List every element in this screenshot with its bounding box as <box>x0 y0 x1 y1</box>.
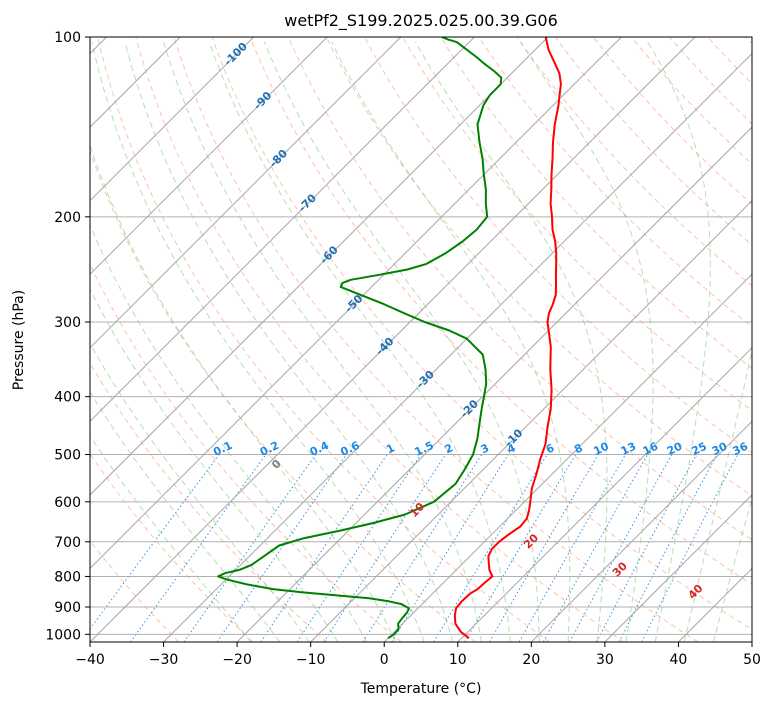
mixing-ratio-line <box>569 454 673 642</box>
dry-adiabat-line <box>90 453 254 642</box>
y-tick-label: 200 <box>54 210 81 226</box>
moist-adiabat-line <box>520 41 654 642</box>
moist-adiabat-line <box>90 390 281 642</box>
mixing-ratio-line <box>216 454 348 642</box>
moist-adiabat-line <box>124 41 454 642</box>
x-axis-ticks: −40 −30 −20 −10 0 10 20 30 40 50 <box>75 642 761 668</box>
x-tick-label: 20 <box>522 652 540 668</box>
mixing-ratio-line <box>130 454 267 642</box>
moist-adiabat-line <box>91 41 425 642</box>
mixing-ratio-lines <box>90 454 739 642</box>
isotherm-gridline <box>310 199 752 642</box>
mixing-ratio-line <box>260 454 388 642</box>
dry-adiabat-line <box>325 37 752 497</box>
x-tick-label: 10 <box>449 652 467 668</box>
dry-adiabat-line <box>90 263 402 642</box>
x-tick-label: 50 <box>743 652 761 668</box>
moist-adiabat-line <box>163 41 483 642</box>
dry-adiabat-line <box>173 37 699 642</box>
isotherm-gridline <box>90 37 549 496</box>
mixing-ratio-line <box>323 454 447 642</box>
mixing-ratio-line <box>464 454 577 642</box>
moist-adiabat-line <box>647 41 711 642</box>
y-tick-label: 1000 <box>45 627 81 643</box>
mixing-ratio-line <box>183 454 317 642</box>
moist-adiabat-line <box>331 41 571 642</box>
y-tick-label: 500 <box>54 448 81 464</box>
x-tick-label: 40 <box>670 652 688 668</box>
chart-title: wetPf2_S199.2025.025.00.39.G06 <box>284 11 558 31</box>
isotherm-gridline <box>90 37 328 275</box>
y-tick-label: 400 <box>54 390 81 406</box>
x-tick-label: −40 <box>75 652 105 668</box>
x-tick-label: −20 <box>222 652 252 668</box>
mixing-ratio-line <box>596 454 697 642</box>
isotherm-gridline <box>90 37 696 642</box>
isotherm-gridline <box>383 273 752 642</box>
isotherm-gridline <box>90 37 475 423</box>
mixing-ratio-line <box>90 454 220 630</box>
mixing-ratio-line <box>518 454 626 642</box>
moist-adiabat-line <box>90 223 368 642</box>
isotherm-gridline <box>90 37 622 570</box>
dry-adiabat-line <box>90 150 476 642</box>
y-tick-label: 900 <box>54 600 81 616</box>
plot-area: -100-90-80-70-60-50-40-30-20-100.1 0.2 0.4… <box>90 37 752 642</box>
mixing-ratio-label: 10 <box>591 440 611 458</box>
dry-adiabat-line <box>97 37 550 642</box>
dewpoint-line <box>217 37 503 640</box>
dry-adiabat-line <box>364 37 752 454</box>
dry-adiabat-line <box>211 37 752 631</box>
moist-adiabat-line <box>90 342 310 642</box>
moist-adiabat-line <box>713 496 752 642</box>
dry-adiabat-line <box>90 540 180 642</box>
mixing-ratio-label: 30 <box>710 440 730 458</box>
mixing-ratio-label: 25 <box>689 440 708 458</box>
isotherm-gridline <box>530 420 752 642</box>
x-axis-label: Temperature (°C) <box>360 681 482 697</box>
mixing-ratio-label: 16 <box>641 440 661 458</box>
mixing-ratio-label: 36 <box>731 440 751 458</box>
y-tick-label: 300 <box>54 315 81 331</box>
mixing-ratio-label: 13 <box>619 440 638 458</box>
y-axis-label: Pressure (hPa) <box>11 290 27 390</box>
isotherm-gridline <box>163 52 752 642</box>
moist-adiabat-line <box>90 434 252 642</box>
dry-adiabat-line <box>90 361 328 642</box>
y-tick-label: 800 <box>54 569 81 585</box>
isotherm-gridline <box>604 494 752 642</box>
moist-adiabat-line <box>208 41 511 642</box>
dry-adiabat-line <box>287 37 752 541</box>
y-tick-label: 600 <box>54 495 81 511</box>
moist-adiabat-line <box>263 41 540 642</box>
moist-adiabat-line <box>415 41 608 642</box>
mixing-ratio-line <box>296 454 422 642</box>
y-axis-ticks: 100 200 300 400 500 600 700 800 900 1000 <box>45 30 90 643</box>
moist-adiabats <box>90 41 752 642</box>
isotherm-gridline <box>90 37 255 202</box>
plot-frame <box>89 36 753 643</box>
x-tick-label: 30 <box>596 652 614 668</box>
moist-adiabat-line <box>90 287 339 642</box>
y-tick-label: 700 <box>54 535 81 551</box>
y-tick-label: 100 <box>54 30 81 46</box>
isobar-gridlines <box>90 37 752 635</box>
dry-adiabat-line <box>135 37 625 642</box>
isotherm-gridline <box>457 347 752 642</box>
profile-series <box>217 37 562 640</box>
mixing-ratio-line <box>489 454 599 642</box>
mixing-ratio-label: 20 <box>665 440 685 458</box>
isotherm-gridline <box>236 126 752 642</box>
dry-adiabat-line <box>516 37 752 287</box>
x-tick-label: −30 <box>149 652 179 668</box>
isotherm-gridlines <box>90 37 752 642</box>
x-tick-label: 0 <box>380 652 389 668</box>
x-tick-label: −10 <box>296 652 326 668</box>
isotherm-gridline <box>90 37 402 349</box>
moist-adiabat-line <box>683 347 752 642</box>
temperature-line <box>453 37 562 639</box>
dry-adiabat-line <box>402 37 752 412</box>
dry-adiabat-line <box>440 37 752 370</box>
